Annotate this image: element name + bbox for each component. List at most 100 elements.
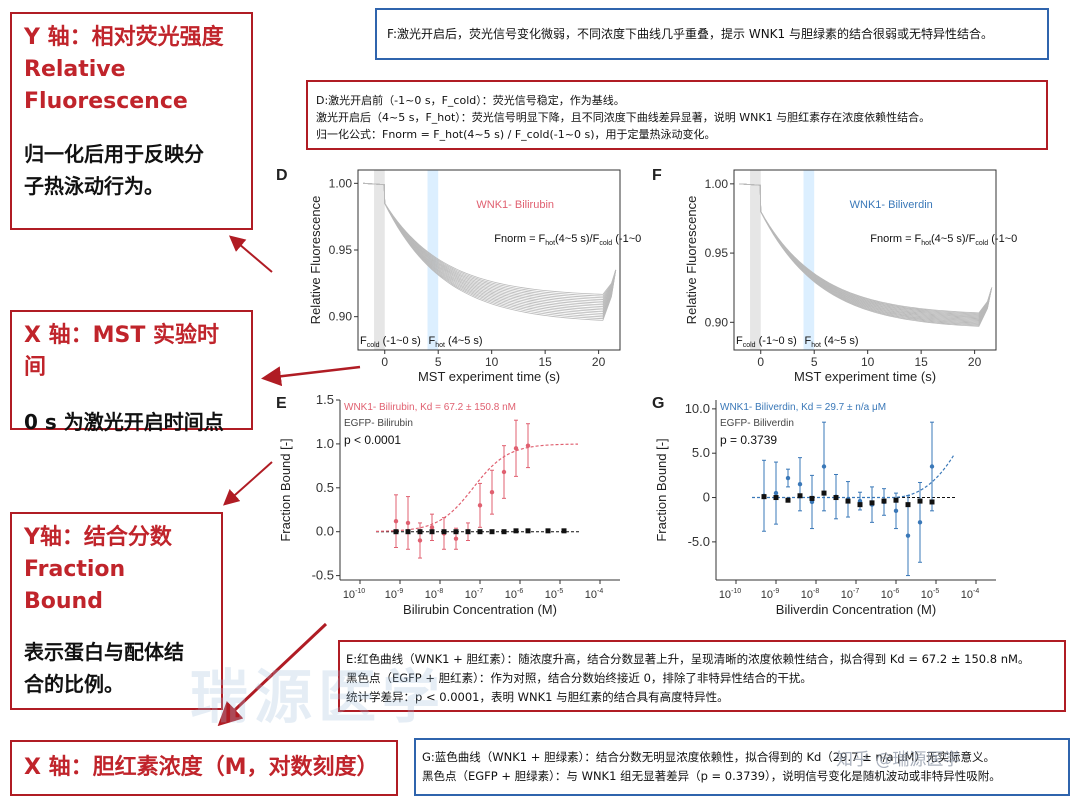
y-tick-label: 5.0 (692, 445, 710, 460)
binding-fit-line (375, 443, 579, 532)
control-point (809, 495, 815, 501)
panel-letter: G (652, 395, 664, 412)
y-bottom-title-1: Y轴：结合分数 (24, 525, 172, 550)
y-bottom-title-2: Fraction Bound (24, 557, 126, 614)
x-axis-title: MST experiment time (s) (794, 369, 936, 384)
y-tick-label: 0 (703, 490, 710, 505)
data-point (785, 475, 791, 481)
control-point (929, 499, 935, 505)
data-point (513, 446, 519, 451)
x-tick-label: 10-6 (505, 588, 524, 601)
y-tick-label: 10.0 (685, 401, 710, 416)
y-top-desc-1: 归一化后用于反映分 (24, 142, 204, 166)
control-point (393, 529, 399, 535)
control-point (405, 529, 411, 535)
panel-letter: F (652, 167, 662, 184)
watermark-zhihu: 知乎 @瑞源医学 (836, 745, 960, 770)
x-axis-title: Biliverdin Concentration (M) (776, 602, 936, 617)
control-point (545, 528, 551, 534)
note-g: G:蓝色曲线（WNK1 + 胆绿素）：结合分数无明显浓度依赖性，拟合得到的 Kd… (414, 738, 1070, 796)
y-tick-label: 0.5 (316, 480, 334, 495)
f-cold-label: Fcold (-1~0 s) (360, 335, 421, 349)
panel-d-chart: D 1.00 0.95 0.90 0 5 10 15 20 MST experiment time… (276, 167, 642, 384)
cold-window (750, 170, 761, 350)
y-tick-label: 1.0 (316, 436, 334, 451)
panel-g-chart: G -5.0 0 5.0 10.0 10-10 10-9 10-8 10-7 10-6 10-5 10… (652, 395, 996, 617)
trace-line (363, 182, 617, 295)
data-point (773, 490, 779, 496)
trace-line (363, 182, 617, 297)
panel-letter: E (276, 395, 287, 412)
trace-line (739, 183, 993, 314)
panel-e-chart: E -0.5 0.0 0.5 1.0 1.5 10-10 10-9 10-8 10-7 10-6 10… (276, 392, 620, 617)
data-point (501, 469, 507, 475)
x-tick-label: 5 (435, 355, 442, 369)
y-axis-title: Fraction Bound [-] (654, 438, 669, 541)
y-axis-label-bottom: Y轴：结合分数 Fraction Bound 表示蛋白与配体结 合的比例。 (10, 512, 223, 710)
x-tick-label: 0 (381, 355, 388, 369)
control-point (465, 529, 471, 535)
data-point (477, 503, 483, 508)
note-g-line-2: 黑色点（EGFP + 胆绿素）：与 WNK1 组无显著差异（p = 0.3739… (422, 769, 1001, 783)
control-legend-label: EGFP- Bilirubin (344, 418, 413, 429)
data-point (429, 525, 435, 530)
note-d: D:激光开启前（-1~0 s，F_cold）：荧光信号稳定，作为基线。 激光开启… (306, 80, 1048, 150)
x-axis-title: MST experiment time (s) (418, 369, 560, 384)
x-top-title: X 轴：MST 实验时间 (24, 323, 220, 380)
note-e-line-1: E:红色曲线（WNK1 + 胆红素）：随浓度升高，结合分数显著上升，呈现清晰的浓… (346, 652, 1030, 666)
y-tick-label: 1.00 (705, 177, 729, 191)
data-point (489, 489, 495, 495)
control-point (845, 498, 851, 504)
x-tick-label: 20 (968, 355, 982, 369)
control-point (453, 529, 459, 535)
x-tick-label: 10-4 (585, 588, 604, 601)
note-e: E:红色曲线（WNK1 + 胆红素）：随浓度升高，结合分数显著上升，呈现清晰的浓… (338, 640, 1066, 712)
y-bottom-desc-2: 合的比例。 (24, 672, 124, 696)
data-point (929, 464, 935, 469)
x-tick-label: 10 (861, 355, 875, 369)
y-axis-label-top: Y 轴：相对荧光强度 Relative Fluorescence 归一化后用于反… (10, 12, 253, 230)
f-cold-label: Fcold (-1~0 s) (736, 335, 797, 349)
watermark-zhihu-text: 知乎 @瑞源医学 (836, 750, 961, 770)
legend-label: WNK1- Bilirubin, Kd = 67.2 ± 150.8 nM (344, 402, 516, 413)
trace-line (363, 182, 617, 304)
control-point (441, 529, 447, 535)
y-top-title-1: Y 轴：相对荧光强度 (24, 25, 224, 50)
y-tick-label: 0.95 (329, 243, 353, 257)
cold-window (374, 170, 385, 350)
trace-line (363, 182, 617, 311)
trace-line (363, 182, 617, 309)
data-point (405, 520, 411, 526)
control-point (869, 500, 875, 506)
control-point (821, 490, 827, 496)
x-tick-label: 10-6 (881, 588, 900, 601)
data-point (525, 443, 531, 448)
trace-line (363, 182, 617, 307)
x-top-desc: 0 s 为激光开启时间点 (24, 410, 224, 434)
plot-frame (733, 169, 997, 351)
note-g-line-1: G:蓝色曲线（WNK1 + 胆绿素）：结合分数无明显浓度依赖性，拟合得到的 Kd… (422, 750, 995, 764)
control-point (797, 493, 803, 499)
trace-line (363, 182, 617, 318)
data-point (417, 538, 423, 543)
y-tick-label: -0.5 (312, 568, 334, 583)
data-point (893, 508, 899, 514)
trace-line (363, 182, 617, 302)
plot-frame (357, 169, 621, 351)
trace-line (363, 182, 617, 316)
p-value-label: p < 0.0001 (344, 433, 401, 447)
y-tick-label: 1.00 (329, 176, 353, 190)
x-tick-label: 15 (914, 355, 928, 369)
x-tick-label: 10-4 (961, 588, 980, 601)
x-tick-label: 5 (811, 355, 818, 369)
control-point (785, 497, 791, 503)
watermark-logo: 瑞源医学 (190, 650, 446, 734)
trace-line (363, 182, 617, 321)
data-point (453, 536, 459, 541)
x-axis-label-bottom: X 轴：胆红素浓度（M，对数刻度） (10, 740, 398, 796)
y-tick-label: 0.0 (316, 524, 334, 539)
control-point (761, 494, 767, 500)
note-d-line-1: D:激光开启前（-1~0 s，F_cold）：荧光信号稳定，作为基线。 (316, 94, 625, 107)
control-point (489, 529, 495, 535)
y-axis-title: Relative Fluorescence (684, 196, 699, 325)
